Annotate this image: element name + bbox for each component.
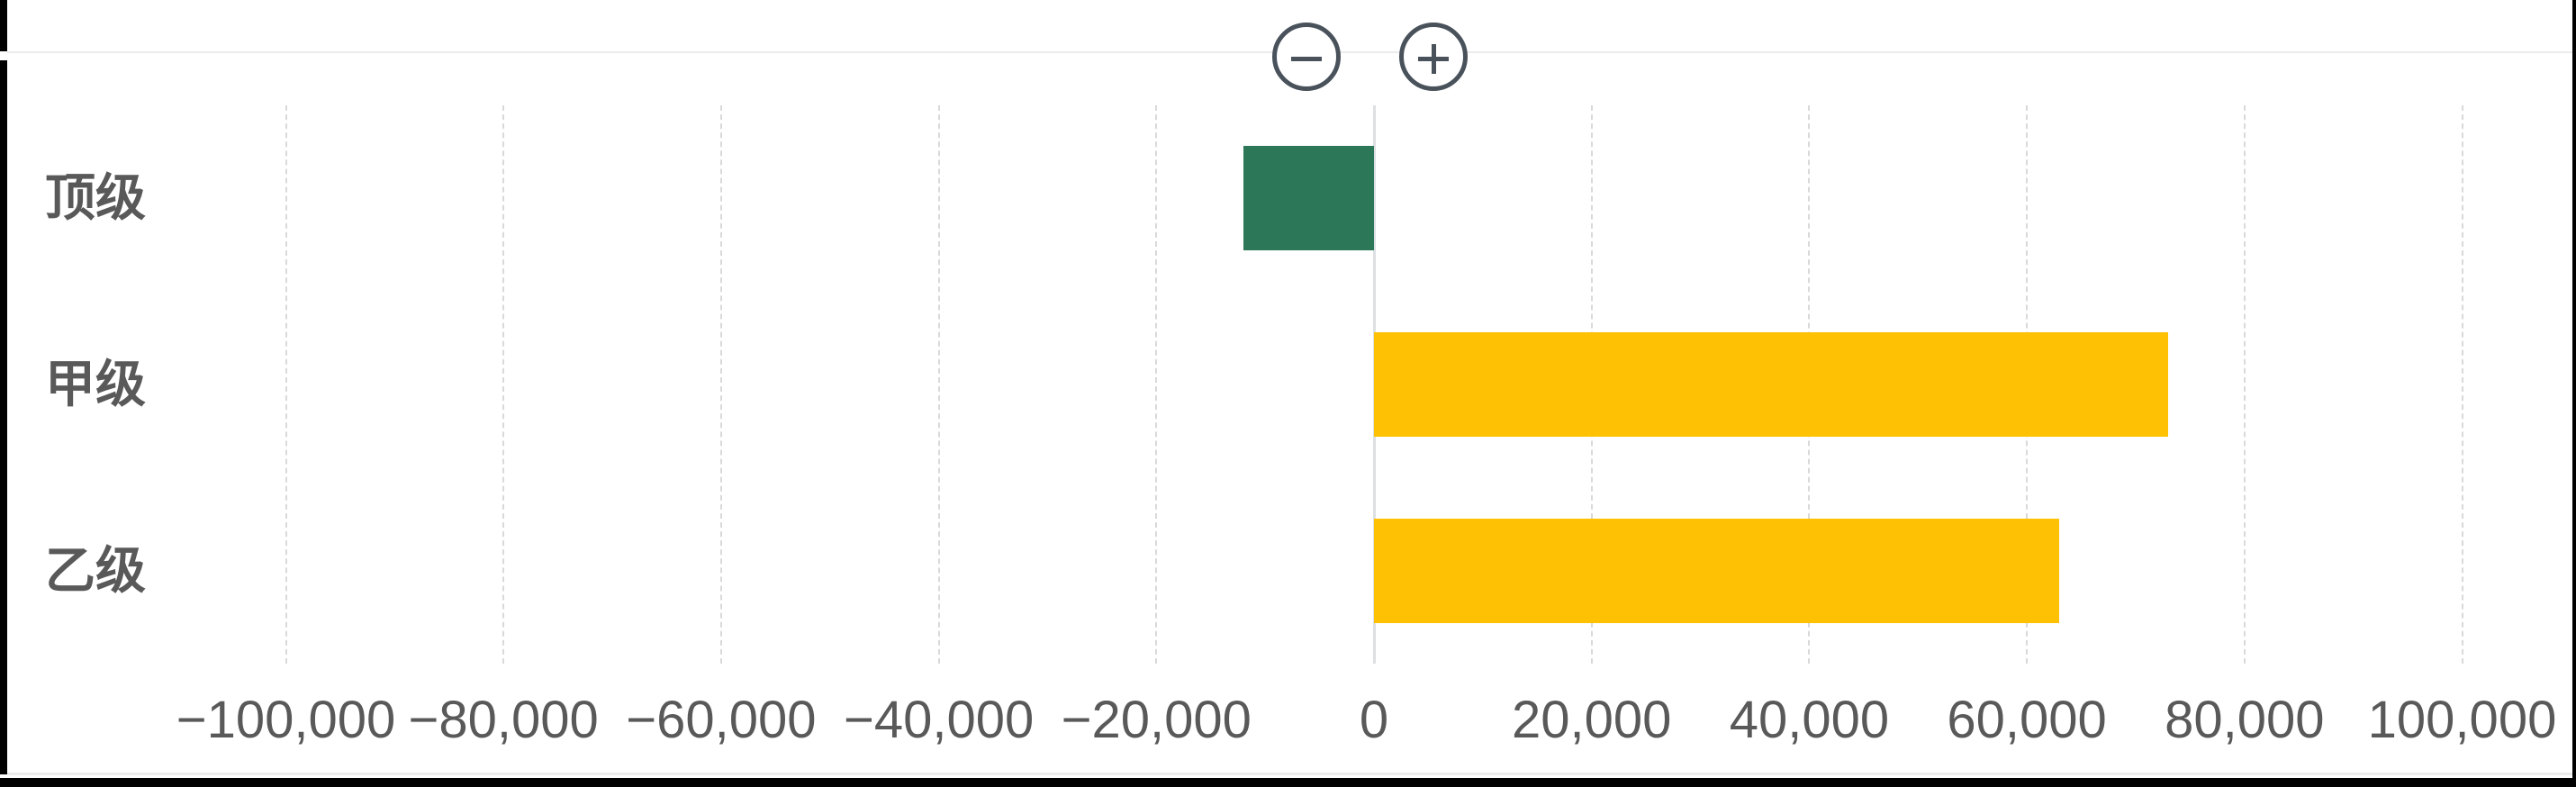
x-tick-label: 100,000 — [2367, 691, 2557, 749]
x-tick-label: −40,000 — [843, 691, 1035, 749]
zoom-out-button[interactable] — [1272, 23, 1341, 91]
minus-icon — [1291, 57, 1322, 61]
x-tick-label: 0 — [1359, 691, 1389, 749]
category-label-3: 乙级 — [45, 541, 146, 599]
x-tick-label: 60,000 — [1947, 691, 2107, 749]
gridline — [719, 105, 722, 664]
x-tick-label: −100,000 — [176, 691, 396, 749]
left-frame-strip-top — [0, 0, 7, 51]
bar-乙级[interactable] — [1374, 518, 2060, 623]
left-frame-strip-bottom — [0, 60, 7, 774]
gridline — [502, 105, 505, 664]
gridline — [285, 105, 287, 664]
gridline — [937, 105, 940, 664]
right-frame-strip — [2572, 0, 2576, 787]
gridline — [1155, 105, 1158, 664]
category-label-2: 甲级 — [45, 356, 146, 412]
bottom-divider-line — [7, 773, 2572, 775]
x-tick-label: −60,000 — [626, 691, 817, 749]
x-tick-label: 80,000 — [2165, 691, 2325, 749]
zoom-in-button[interactable] — [1399, 23, 1468, 91]
bar-甲级[interactable] — [1374, 332, 2169, 437]
x-tick-label: 40,000 — [1729, 691, 1890, 749]
gridline — [2243, 105, 2246, 664]
bottom-frame-strip — [0, 778, 2576, 787]
x-tick-label: 20,000 — [1511, 691, 1672, 749]
plus-icon-vertical — [1431, 44, 1436, 74]
bar-顶级[interactable] — [1243, 146, 1374, 251]
category-label-1: 顶级 — [45, 169, 146, 227]
x-tick-label: −20,000 — [1061, 691, 1252, 749]
gridline — [2461, 105, 2463, 664]
x-tick-label: −80,000 — [408, 691, 599, 749]
